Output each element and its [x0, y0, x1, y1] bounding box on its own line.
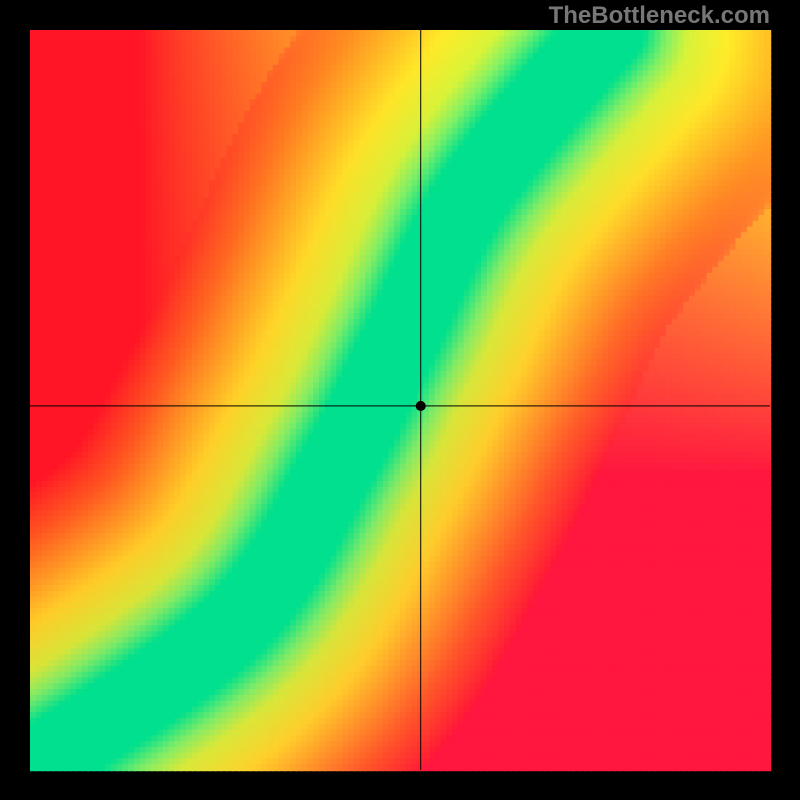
bottleneck-heatmap	[0, 0, 800, 800]
chart-container: TheBottleneck.com	[0, 0, 800, 800]
watermark-text: TheBottleneck.com	[549, 2, 770, 30]
